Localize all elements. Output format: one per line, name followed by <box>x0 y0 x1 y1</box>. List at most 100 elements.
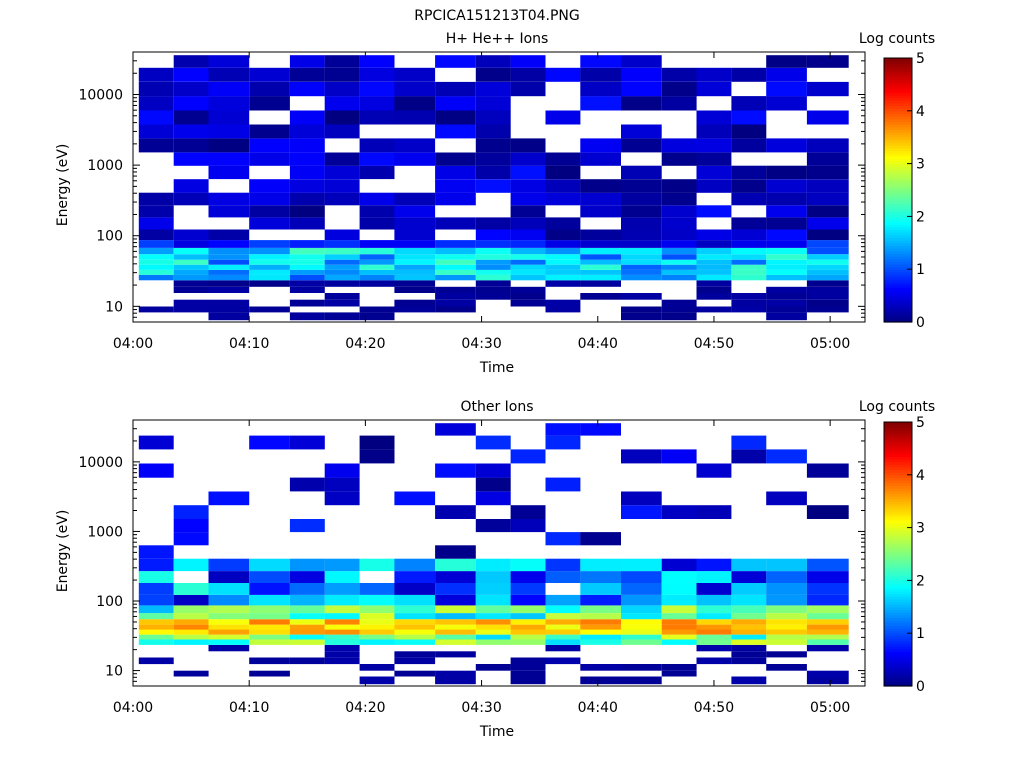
spectrogram-cell <box>249 594 290 606</box>
spectrogram-cell <box>696 571 732 583</box>
spectrogram-cell <box>510 594 546 606</box>
spectrogram-cell <box>510 605 546 614</box>
spectrogram-cell <box>435 639 476 645</box>
colorbar-segment <box>884 464 912 468</box>
colorbar-segment <box>884 633 912 637</box>
spectrogram-cell <box>545 67 581 82</box>
colorbar-segment <box>884 253 912 257</box>
colorbar-tick-label: 2 <box>916 573 925 589</box>
spectrogram-cell <box>249 435 290 450</box>
colorbar-segment <box>884 242 912 247</box>
spectrogram-cell <box>510 293 546 300</box>
spectrogram-cell <box>475 217 511 230</box>
spectrogram-cell <box>435 583 476 595</box>
spectrogram-cell <box>475 254 511 260</box>
spectrogram-cell <box>394 138 436 153</box>
spectrogram-cell <box>475 619 511 625</box>
spectrogram-cell <box>475 67 511 82</box>
spectrogram-cell <box>249 259 290 265</box>
colorbar-segment <box>884 514 912 518</box>
spectrogram-cell <box>731 269 767 275</box>
spectrogram-cell <box>394 217 436 230</box>
spectrogram-cell <box>435 240 476 248</box>
spectrogram-cell <box>249 248 290 255</box>
x-tick-label: 04:30 <box>461 700 501 716</box>
spectrogram-cell <box>138 657 174 665</box>
x-axis-label: Time <box>479 724 514 740</box>
spectrogram-cell <box>621 259 662 265</box>
x-tick-label: 04:20 <box>345 700 385 716</box>
colorbar-segment <box>884 509 912 513</box>
spectrogram-cell <box>324 629 360 635</box>
spectrogram-cell <box>696 644 732 652</box>
spectrogram-cell <box>289 594 325 606</box>
spectrogram-cell <box>580 594 621 606</box>
spectrogram-cell <box>394 192 436 206</box>
spectrogram-cell <box>289 55 325 68</box>
spectrogram-cell <box>394 254 436 260</box>
spectrogram-cell <box>545 179 581 193</box>
colorbar-segment <box>884 263 912 268</box>
spectrogram-cell <box>621 248 662 255</box>
spectrogram-cell <box>731 651 767 658</box>
spectrogram-cell <box>324 619 360 625</box>
spectrogram-cell <box>249 240 290 248</box>
spectrogram-cell <box>173 81 209 97</box>
spectrogram-cell <box>661 81 697 97</box>
spectrogram-cell <box>580 624 621 630</box>
spectrogram-cell <box>580 248 621 255</box>
spectrogram-cell <box>621 676 662 685</box>
spectrogram-cell <box>696 81 732 97</box>
spectrogram-cell <box>394 629 436 635</box>
spectrogram-cell <box>475 613 511 620</box>
colorbar-segment <box>884 477 912 481</box>
spectrogram-cell <box>696 639 732 645</box>
spectrogram-cell <box>173 96 209 111</box>
colorbar-segment <box>884 614 912 618</box>
spectrogram-cell <box>545 240 581 248</box>
spectrogram-cell <box>324 274 360 281</box>
spectrogram-cell <box>249 670 290 677</box>
y-tick-label: 1000 <box>87 524 123 540</box>
spectrogram-cell <box>359 264 395 270</box>
spectrogram-cell <box>545 274 581 281</box>
spectrogram-cell <box>766 306 807 313</box>
spectrogram-cell <box>394 299 436 307</box>
spectrogram-cell <box>208 299 250 307</box>
spectrogram-cell <box>289 286 325 293</box>
spectrogram-cell <box>510 240 546 248</box>
colorbar-tick-label: 0 <box>916 679 925 695</box>
colorbar-segment <box>884 501 912 505</box>
colorbar-segment <box>884 256 912 260</box>
colorbar-tick-label: 2 <box>916 209 925 225</box>
spectrogram-cell <box>208 67 250 82</box>
spectrogram-cell <box>475 240 511 248</box>
spectrogram-cell <box>475 571 511 583</box>
spectrogram-cell <box>359 55 395 68</box>
spectrogram-cell <box>510 583 546 595</box>
spectrogram-cell <box>138 205 174 218</box>
spectrogram-cell <box>545 269 581 275</box>
spectrogram-cell <box>249 217 290 230</box>
spectrogram-cell <box>289 613 325 620</box>
colorbar-segment <box>884 572 912 576</box>
spectrogram-cell <box>394 613 436 620</box>
spectrogram-cell <box>661 179 697 193</box>
spectrogram-cell <box>359 254 395 260</box>
spectrogram-cell <box>475 477 511 492</box>
spectrogram-cell <box>289 67 325 82</box>
spectrogram-cell <box>435 96 476 111</box>
spectrogram-cell <box>545 624 581 630</box>
spectrogram-cell <box>731 248 767 255</box>
spectrogram-cell <box>394 269 436 275</box>
spectrogram-cell <box>324 463 360 478</box>
spectrogram-cell <box>173 110 209 125</box>
colorbar-segment <box>884 308 912 313</box>
colorbar-segment <box>884 113 912 117</box>
x-tick-label: 04:50 <box>694 700 734 716</box>
spectrogram-cell <box>208 81 250 97</box>
colorbar-segment <box>884 208 912 212</box>
spectrogram-cell <box>661 634 697 640</box>
spectrogram-cell <box>510 254 546 260</box>
spectrogram-cell <box>766 248 807 255</box>
